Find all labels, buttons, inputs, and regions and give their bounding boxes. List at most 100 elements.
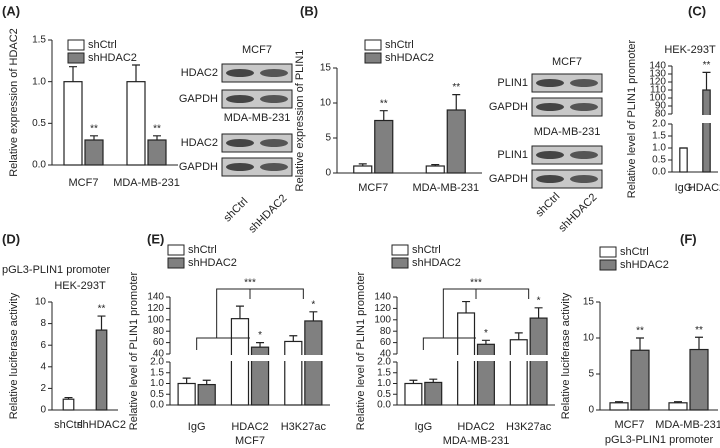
axis-break-gap <box>700 115 713 123</box>
blot-strip <box>221 133 293 153</box>
blot-band <box>226 69 254 77</box>
chart-title: HEK-293T <box>664 44 716 56</box>
error-bar <box>636 337 644 351</box>
y-tick-label: 0.5 <box>150 389 164 400</box>
y-tick-label: 0.0 <box>377 400 391 411</box>
x-tick-label: IgG <box>188 421 206 433</box>
blot-row-label: GAPDH <box>489 101 528 113</box>
error-bar <box>64 396 73 400</box>
bar <box>476 343 495 406</box>
blot-lane-label: shHDAC2 <box>246 192 289 235</box>
comparison-label: *** <box>470 278 482 289</box>
y-tick-label: 1.0 <box>377 378 391 389</box>
bar <box>702 89 711 173</box>
blot-band <box>536 103 564 111</box>
y-tick-label: 2.0 <box>652 119 666 130</box>
legend-label: shCtrl <box>188 244 217 256</box>
legend-swatch <box>599 259 617 271</box>
blot-strip <box>531 145 603 165</box>
x-tick-label: MDA-MB-231 <box>655 419 720 431</box>
error-bar <box>132 64 140 82</box>
axis-break-gap <box>528 355 550 361</box>
bar <box>689 348 709 411</box>
bar <box>63 81 83 166</box>
error-bar <box>409 379 418 384</box>
error-bar <box>674 401 682 403</box>
x-tick-label: MDA-MB-231 <box>412 182 479 194</box>
blot-cell-label: MCF7 <box>242 44 272 56</box>
legend-swatch <box>391 257 409 269</box>
bar <box>197 383 216 406</box>
bar <box>374 119 394 174</box>
y-tick-label: 100 <box>649 93 666 104</box>
comparison-label: *** <box>244 278 256 289</box>
y-tick-label: 80 <box>655 109 667 120</box>
error-bar <box>462 300 471 313</box>
y-tick-label: 110 <box>650 85 666 96</box>
y-tick-label: 1.0 <box>652 143 666 154</box>
legend-label: shHDAC2 <box>385 52 434 64</box>
error-bar <box>235 305 244 319</box>
significance-label: ** <box>98 304 106 315</box>
error-bar <box>69 66 77 82</box>
error-bar <box>534 307 543 319</box>
legend-label: shCtrl <box>88 39 117 51</box>
y-tick-label: 1.5 <box>377 367 391 378</box>
blot-band <box>570 175 598 183</box>
panel-label: (C) <box>688 3 706 18</box>
axis-break-gap <box>475 355 497 361</box>
comparison-bracket <box>196 288 304 350</box>
y-tick-label: 40 <box>153 349 165 360</box>
error-bar <box>289 335 298 342</box>
blot-strip <box>531 169 603 189</box>
y-tick-label: 1.5 <box>32 35 46 46</box>
error-bar <box>202 379 211 385</box>
legend-swatch <box>167 257 185 269</box>
chart-subtitle: pGL3-PLIN1 promoter <box>2 264 111 276</box>
y-tick-label: 10 <box>583 333 595 344</box>
bar <box>284 340 303 406</box>
blot-band <box>226 95 254 103</box>
legend-label: shHDAC2 <box>88 52 137 64</box>
y-tick-label: 100 <box>374 314 391 325</box>
x-tick-label: MCF7 <box>69 177 99 189</box>
axis-break-gap <box>455 355 477 361</box>
panel-label: (A) <box>2 3 20 18</box>
bar <box>424 381 443 406</box>
significance-label: * <box>311 299 315 310</box>
error-bar <box>615 401 623 403</box>
y-tick-label: 90 <box>655 101 667 112</box>
legend-label: shHDAC2 <box>188 257 237 269</box>
x-tick-label: IgG <box>414 421 432 433</box>
y-tick-label: 10 <box>320 98 332 109</box>
y-tick-label: 140 <box>649 61 666 72</box>
y-axis-label: Relative level of PLIN1 promoter <box>128 271 140 430</box>
panel-label: (B) <box>300 3 318 18</box>
bar <box>147 139 167 166</box>
blot-cell-label: MDA-MB-231 <box>224 112 291 124</box>
y-tick-label: 5 <box>325 133 331 144</box>
y-tick-label: 15 <box>583 297 595 308</box>
blot-row-label: HDAC2 <box>181 137 218 149</box>
y-tick-label: 2 <box>40 383 46 394</box>
blot-band <box>536 175 564 183</box>
bar <box>446 109 466 174</box>
y-tick-label: 2.0 <box>150 357 164 368</box>
y-tick-label: 0.5 <box>32 118 46 129</box>
significance-label: ** <box>452 82 460 93</box>
x-axis-label: pGL3-PLIN1 promoter <box>605 434 714 446</box>
y-tick-label: 120 <box>649 77 666 88</box>
legend-swatch <box>364 39 382 51</box>
y-axis-label: Relative luciferase activity <box>8 292 20 419</box>
error-bar <box>90 135 98 140</box>
x-tick-label: H3K27ac <box>506 421 552 433</box>
x-tick-label: HDAC2 <box>231 421 268 433</box>
bar <box>425 165 445 174</box>
legend-label: shHDAC2 <box>620 259 669 271</box>
blot-band <box>226 163 254 171</box>
x-tick-label: MCF7 <box>358 182 388 194</box>
blot-band <box>260 69 288 77</box>
legend-swatch <box>364 52 382 64</box>
